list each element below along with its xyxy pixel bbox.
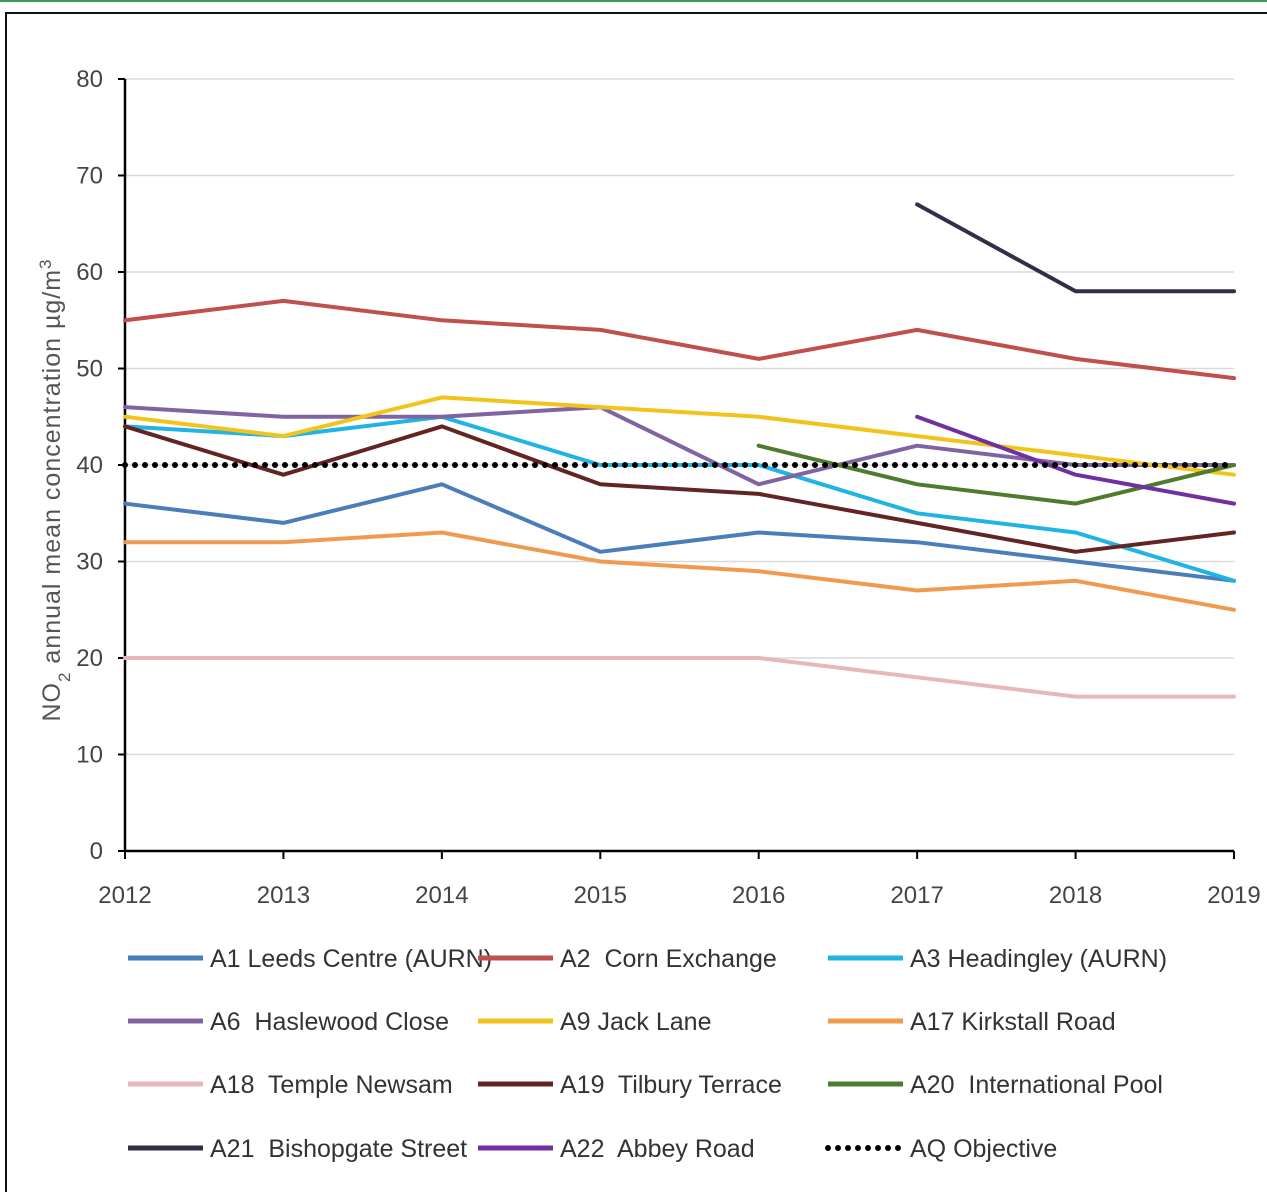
legend-item-a2-corn-exchange: A2 Corn Exchange xyxy=(478,945,777,973)
series-line-a6-haslewood-close xyxy=(123,405,1236,487)
x-tick-label: 2019 xyxy=(1207,882,1260,909)
x-tick-label: 2014 xyxy=(415,882,468,909)
y-tick-label: 10 xyxy=(76,742,103,769)
series-line-a3-headingley-aurn xyxy=(123,414,1236,583)
y-axis-label-part: annual mean concentration µg/m xyxy=(38,269,66,672)
legend-label: A22 Abbey Road xyxy=(560,1135,755,1163)
legend: A1 Leeds Centre (AURN) A2 Corn Exchange A3… xyxy=(128,945,1167,1163)
x-tick-label: 2018 xyxy=(1049,882,1102,909)
legend-label: AQ Objective xyxy=(910,1135,1057,1163)
legend-label: A20 International Pool xyxy=(910,1071,1163,1099)
y-tick-label: 70 xyxy=(76,163,103,190)
chart-border xyxy=(5,12,1267,1192)
x-tick-label: 2012 xyxy=(98,882,151,909)
series-lines xyxy=(122,202,1237,699)
y-axis-label: NO2 annual mean concentration µg/m3 xyxy=(36,258,74,721)
y-tick-label: 50 xyxy=(76,356,103,383)
legend-label: A21 Bishopgate Street xyxy=(210,1135,467,1163)
x-tick-label: 2016 xyxy=(732,882,785,909)
legend-label: A2 Corn Exchange xyxy=(560,945,777,973)
legend-label: A18 Temple Newsam xyxy=(210,1071,453,1099)
legend-item-a1-leeds-centre-aurn: A1 Leeds Centre (AURN) xyxy=(128,945,492,973)
series-line-a17-kirkstall-road xyxy=(123,530,1236,612)
y-tick-label: 20 xyxy=(76,645,103,672)
legend-item-a18-temple-newsam: A18 Temple Newsam xyxy=(128,1071,453,1099)
legend-label: A3 Headingley (AURN) xyxy=(910,945,1167,973)
legend-item-a20-international-pool: A20 International Pool xyxy=(828,1071,1163,1099)
series-line-a22-abbey-road xyxy=(915,414,1236,506)
series-line-a1-leeds-centre-aurn xyxy=(123,482,1236,583)
y-axis-label-superscript: 3 xyxy=(36,258,55,268)
series-line-a21-bishopgate-street xyxy=(915,202,1236,294)
y-tick-label: 80 xyxy=(76,66,103,93)
series-line-a9-jack-lane xyxy=(123,395,1236,477)
legend-label: A9 Jack Lane xyxy=(560,1008,712,1036)
y-tick-label: 40 xyxy=(76,452,103,479)
series-line-a18-temple-newsam xyxy=(123,656,1236,699)
y-tick-label: 60 xyxy=(76,259,103,286)
legend-item-a3-headingley-aurn: A3 Headingley (AURN) xyxy=(828,945,1167,973)
legend-item-a17-kirkstall-road: A17 Kirkstall Road xyxy=(828,1008,1116,1036)
x-tick-label: 2013 xyxy=(257,882,310,909)
y-tick-label: 30 xyxy=(76,549,103,576)
legend-item-a9-jack-lane: A9 Jack Lane xyxy=(478,1008,712,1036)
legend-item-a21-bishopgate-street: A21 Bishopgate Street xyxy=(128,1135,467,1163)
legend-label: A1 Leeds Centre (AURN) xyxy=(210,945,492,973)
y-tick-label: 0 xyxy=(90,838,103,865)
series-line-a2-corn-exchange xyxy=(123,298,1236,381)
legend-label: A19 Tilbury Terrace xyxy=(560,1071,782,1099)
series-line-a19-tilbury-terrace xyxy=(123,424,1236,554)
axes: 0 10 20 30 40 50 60 70 80 2012 2013 2014 2015 2016 201… xyxy=(76,66,1260,909)
x-tick-label: 2017 xyxy=(890,882,943,909)
legend-item-a6-haslewood-close: A6 Haslewood Close xyxy=(128,1008,449,1036)
legend-item-aq-objective: AQ Objective xyxy=(825,1135,1057,1163)
legend-label: A17 Kirkstall Road xyxy=(910,1008,1116,1036)
legend-item-a19-tilbury-terrace: A19 Tilbury Terrace xyxy=(478,1071,782,1099)
y-axis-label-part: NO xyxy=(38,682,66,722)
x-tick-label: 2015 xyxy=(574,882,627,909)
y-axis-label-subscript: 2 xyxy=(55,672,74,682)
legend-item-a22-abbey-road: A22 Abbey Road xyxy=(478,1135,755,1163)
legend-label: A6 Haslewood Close xyxy=(210,1008,449,1036)
